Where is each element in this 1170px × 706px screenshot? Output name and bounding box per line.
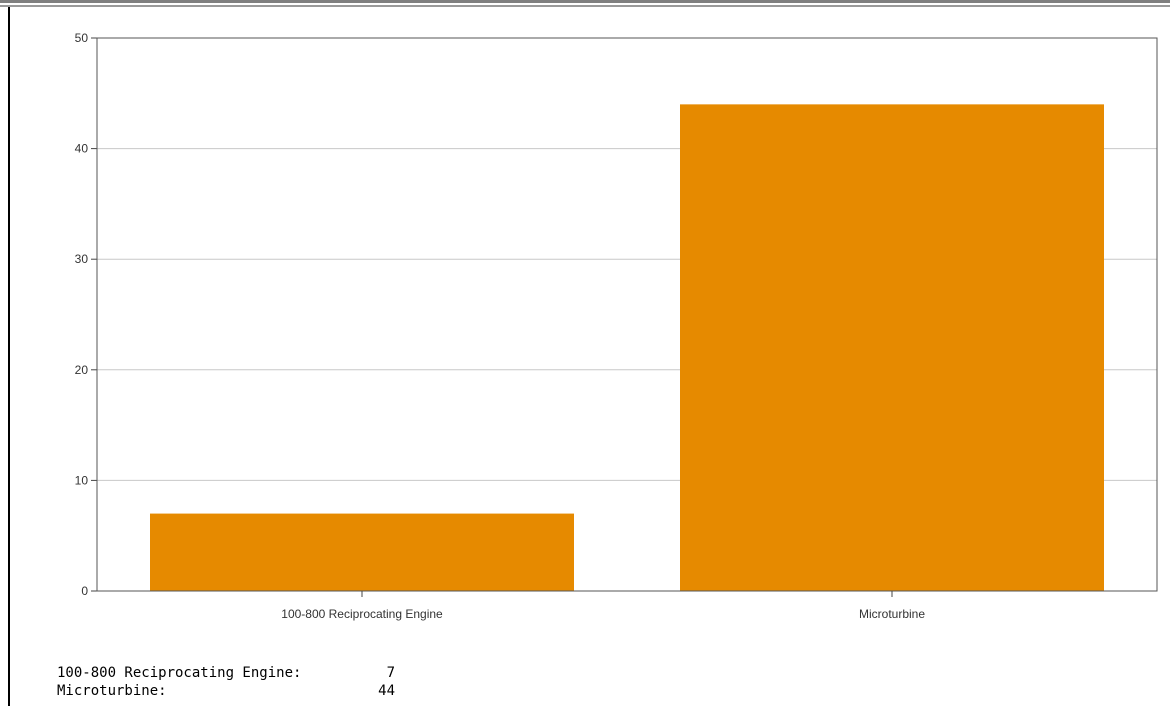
y-tick-label: 40	[75, 142, 89, 156]
x-tick-label: 100-800 Reciprocating Engine	[281, 607, 443, 621]
summary-label: 100-800 Reciprocating Engine:	[57, 664, 301, 682]
y-tick-label: 30	[75, 252, 89, 266]
summary-label: Microturbine:	[57, 682, 167, 700]
y-tick-label: 10	[75, 473, 89, 487]
x-tick-label: Microturbine	[859, 607, 925, 621]
y-tick-label: 20	[75, 363, 89, 377]
bar	[680, 104, 1104, 591]
bar	[150, 514, 574, 591]
bar-chart: 0 10 20 30 40 50 100-800 Reciprocating Engine M…	[0, 0, 1170, 650]
y-tick-label: 0	[81, 584, 88, 598]
y-tick-label: 50	[75, 31, 89, 45]
